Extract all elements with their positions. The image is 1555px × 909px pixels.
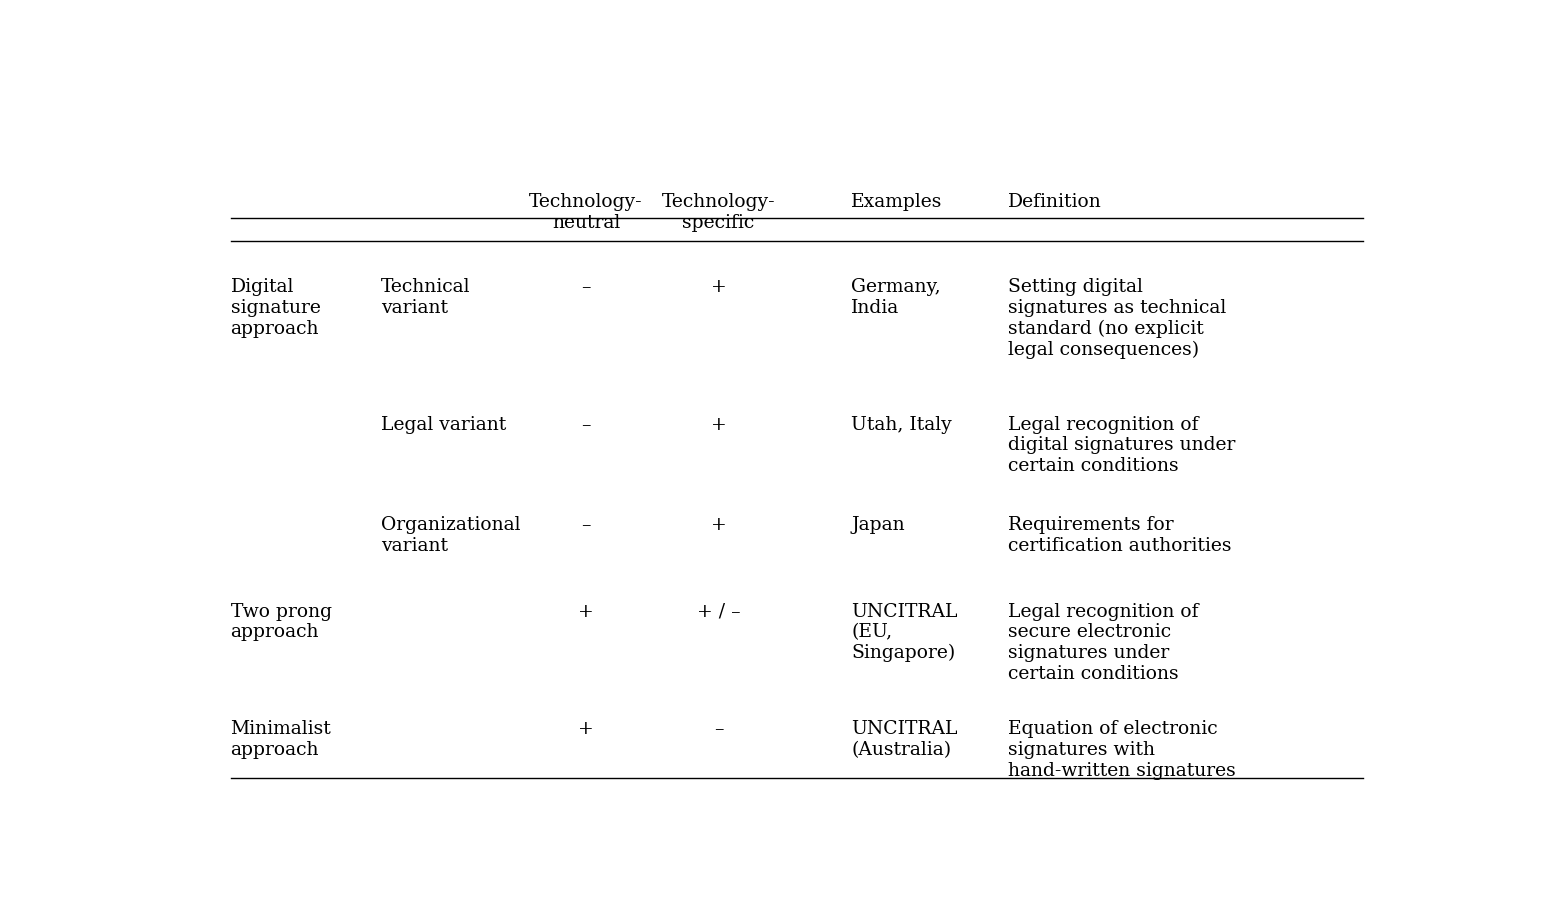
Text: Setting digital
signatures as technical
standard (no explicit
legal consequences: Setting digital signatures as technical … [1008,278,1225,359]
Text: Minimalist
approach: Minimalist approach [230,720,331,759]
Text: –: – [582,516,591,534]
Text: UNCITRAL
(Australia): UNCITRAL (Australia) [851,720,958,759]
Text: Technology-
neutral: Technology- neutral [529,193,642,232]
Text: –: – [714,720,723,738]
Text: Legal recognition of
secure electronic
signatures under
certain conditions: Legal recognition of secure electronic s… [1008,603,1199,683]
Text: –: – [582,415,591,434]
Text: Japan: Japan [851,516,905,534]
Text: + / –: + / – [697,603,740,621]
Text: Legal recognition of
digital signatures under
certain conditions: Legal recognition of digital signatures … [1008,415,1235,475]
Text: +: + [578,603,594,621]
Text: Utah, Italy: Utah, Italy [851,415,952,434]
Text: Organizational
variant: Organizational variant [381,516,521,555]
Text: UNCITRAL
(EU,
Singapore): UNCITRAL (EU, Singapore) [851,603,958,663]
Text: Requirements for
certification authorities: Requirements for certification authoriti… [1008,516,1232,555]
Text: Digital
signature
approach: Digital signature approach [230,278,320,338]
Text: +: + [711,516,726,534]
Text: +: + [711,278,726,296]
Text: +: + [578,720,594,738]
Text: Equation of electronic
signatures with
hand-written signatures: Equation of electronic signatures with h… [1008,720,1236,780]
Text: Technology-
specific: Technology- specific [662,193,776,232]
Text: Definition: Definition [1008,193,1101,211]
Text: Legal variant: Legal variant [381,415,507,434]
Text: Two prong
approach: Two prong approach [230,603,331,642]
Text: Germany,
India: Germany, India [851,278,941,317]
Text: –: – [582,278,591,296]
Text: Examples: Examples [851,193,942,211]
Text: +: + [711,415,726,434]
Text: Technical
variant: Technical variant [381,278,471,317]
